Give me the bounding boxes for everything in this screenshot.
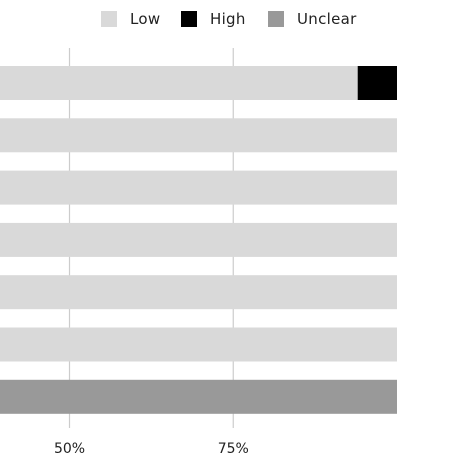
bar-row-4-low — [0, 222, 397, 257]
legend-label-unclear: Unclear — [297, 10, 357, 28]
bar-row-7-unclear — [0, 379, 397, 414]
bar-row-5-low — [0, 275, 397, 310]
legend-swatch-unclear — [268, 11, 284, 27]
bar-row-2-low — [0, 118, 397, 153]
legend-item-high: High — [181, 8, 246, 30]
bar-row-1-low — [0, 66, 358, 100]
legend-label-low: Low — [130, 10, 161, 28]
legend-label-high: High — [210, 10, 246, 28]
legend-swatch-low — [101, 11, 117, 27]
bar-row-3-low — [0, 170, 397, 205]
legend-item-low: Low — [101, 8, 160, 30]
bar-row-1-high — [357, 66, 397, 100]
x-tick-label-75: 75% — [218, 441, 249, 457]
legend: Low High Unclear — [0, 8, 474, 30]
bar-row-6-low — [0, 327, 397, 362]
x-tick-label-50: 50% — [54, 441, 85, 457]
legend-item-unclear: Unclear — [268, 8, 357, 30]
legend-swatch-high — [181, 11, 197, 27]
